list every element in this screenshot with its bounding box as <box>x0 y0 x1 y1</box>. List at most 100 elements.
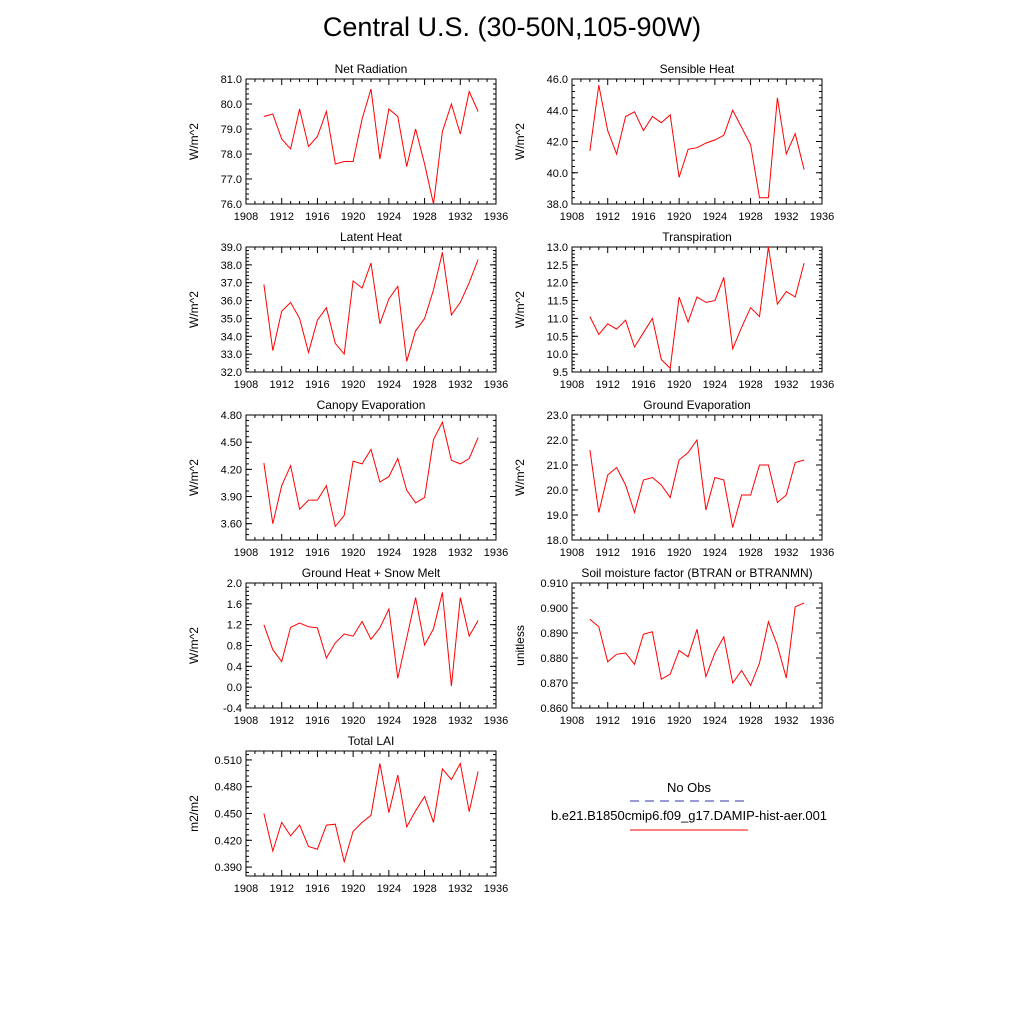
panel-5-xtick-label: 1912 <box>595 547 619 559</box>
panel-6-ytick-label: 0.8 <box>227 641 242 653</box>
panel-5-ytick-label: 20.0 <box>547 485 568 497</box>
panel-4-ytick-label: 3.60 <box>221 519 242 531</box>
panel-3-xtick-label: 1928 <box>738 379 762 391</box>
panel-5-ytick-label: 19.0 <box>547 510 568 522</box>
panel-5-xtick-label: 1928 <box>738 547 762 559</box>
panel-6-xtick-label: 1932 <box>448 715 472 727</box>
panel-5-ytick-label: 21.0 <box>547 460 568 472</box>
panel-7-ytick-label: 0.890 <box>540 628 568 640</box>
panel-4-xtick-label: 1936 <box>484 547 508 559</box>
panel-3-xtick-label: 1924 <box>703 379 727 391</box>
panel-7-xtick-label: 1928 <box>738 715 762 727</box>
panel-8-xtick-label: 1912 <box>269 883 293 895</box>
panel-1-ytick-label: 38.0 <box>547 199 568 211</box>
panel-0-ytick-label: 78.0 <box>221 149 242 161</box>
panel-3-ytick-label: 13.0 <box>547 242 568 254</box>
panel-1-xtick-label: 1928 <box>738 211 762 223</box>
panel-2-xtick-label: 1920 <box>341 379 365 391</box>
panel-3-xtick-label: 1936 <box>810 379 834 391</box>
panel-6-ytick-label: 0.4 <box>227 661 242 673</box>
panel-2-xtick-label: 1932 <box>448 379 472 391</box>
panel-3-xtick-label: 1920 <box>667 379 691 391</box>
panel-7-xtick-label: 1912 <box>595 715 619 727</box>
panel-4-ytick-label: 4.20 <box>221 464 242 476</box>
panel-3-title: Transpiration <box>662 230 732 244</box>
panel-2-ytick-label: 35.0 <box>221 313 242 325</box>
panel-4-xtick-label: 1908 <box>234 547 258 559</box>
panel-1-xtick-label: 1924 <box>703 211 727 223</box>
panel-1-ytick-label: 42.0 <box>547 137 568 149</box>
panel-6-xtick-label: 1916 <box>305 715 329 727</box>
panel-6-xtick-label: 1920 <box>341 715 365 727</box>
panel-5-xtick-label: 1924 <box>703 547 727 559</box>
panel-3-ytick-label: 12.0 <box>547 278 568 290</box>
panel-0-ytick-label: 80.0 <box>221 99 242 111</box>
panel-0-title: Net Radiation <box>335 62 408 76</box>
panel-1-ytick-label: 44.0 <box>547 105 568 117</box>
panel-0-ytick-label: 76.0 <box>221 199 242 211</box>
panel-7-series-line-0 <box>589 602 805 687</box>
panel-4-xtick-label: 1920 <box>341 547 365 559</box>
panel-2-xtick-label: 1936 <box>484 379 508 391</box>
panel-7-xtick-label: 1924 <box>703 715 727 727</box>
panel-0-ytick-label: 77.0 <box>221 174 242 186</box>
panel-0-ytick-label: 79.0 <box>221 124 242 136</box>
panel-4-ylabel: W/m^2 <box>187 459 201 496</box>
panel-6-title: Ground Heat + Snow Melt <box>302 566 441 580</box>
panel-4-xtick-label: 1932 <box>448 547 472 559</box>
panel-2-xtick-label: 1908 <box>234 379 258 391</box>
panel-8-series-line-0 <box>263 762 479 864</box>
panel-5-frame <box>571 414 823 541</box>
panel-2-ytick-label: 32.0 <box>221 367 242 379</box>
panel-3-ylabel: W/m^2 <box>513 291 527 328</box>
panel-3-ytick-label: 9.5 <box>553 367 568 379</box>
panel-2-title: Latent Heat <box>340 230 403 244</box>
panel-5-ytick-label: 22.0 <box>547 435 568 447</box>
panel-8-ytick-label: 0.390 <box>214 862 242 874</box>
panel-2-xtick-label: 1916 <box>305 379 329 391</box>
panel-6-ytick-label: -0.4 <box>223 703 242 715</box>
panel-1-xtick-label: 1932 <box>774 211 798 223</box>
panel-8-xtick-label: 1932 <box>448 883 472 895</box>
panel-2-ytick-label: 37.0 <box>221 278 242 290</box>
panel-8-ylabel: m2/m2 <box>187 795 201 832</box>
panel-4-title: Canopy Evaporation <box>317 398 426 412</box>
panel-6-ytick-label: 2.0 <box>227 578 242 590</box>
panel-0-ylabel: W/m^2 <box>187 123 201 160</box>
panel-8-ytick-label: 0.510 <box>214 755 242 767</box>
panel-5-xtick-label: 1920 <box>667 547 691 559</box>
panel-7-xtick-label: 1932 <box>774 715 798 727</box>
panel-3-series-line-0 <box>589 246 805 370</box>
panel-0-xtick-label: 1932 <box>448 211 472 223</box>
panel-1-title: Sensible Heat <box>660 62 735 76</box>
panel-7-xtick-label: 1908 <box>560 715 584 727</box>
panel-0-xtick-label: 1924 <box>377 211 401 223</box>
panel-8-xtick-label: 1920 <box>341 883 365 895</box>
panel-7-xtick-label: 1916 <box>631 715 655 727</box>
panel-5-ylabel: W/m^2 <box>513 459 527 496</box>
panel-7-ytick-label: 0.880 <box>540 653 568 665</box>
panel-7-ytick-label: 0.860 <box>540 703 568 715</box>
panel-0-xtick-label: 1916 <box>305 211 329 223</box>
panel-8-xtick-label: 1936 <box>484 883 508 895</box>
panel-1-series-line-0 <box>589 85 805 199</box>
panel-3-ytick-label: 12.5 <box>547 260 568 272</box>
panel-3-frame <box>571 246 823 373</box>
panel-4-frame <box>245 414 497 541</box>
panel-7-xtick-label: 1936 <box>810 715 834 727</box>
panel-7-ylabel: unitless <box>513 625 527 666</box>
panel-4-ytick-label: 4.80 <box>221 410 242 422</box>
panel-5-ytick-label: 18.0 <box>547 535 568 547</box>
panel-6-series-line-0 <box>263 592 479 687</box>
panel-0-series-line-0 <box>263 88 479 205</box>
panel-1-ylabel: W/m^2 <box>513 123 527 160</box>
legend-label-obs: No Obs <box>667 780 712 795</box>
panel-7-title: Soil moisture factor (BTRAN or BTRANMN) <box>581 566 812 580</box>
panel-2-ytick-label: 34.0 <box>221 331 242 343</box>
panel-0-xtick-label: 1908 <box>234 211 258 223</box>
panel-6-xtick-label: 1928 <box>412 715 436 727</box>
panel-8-xtick-label: 1908 <box>234 883 258 895</box>
panel-3-ytick-label: 11.5 <box>547 296 568 308</box>
panel-4-xtick-label: 1916 <box>305 547 329 559</box>
